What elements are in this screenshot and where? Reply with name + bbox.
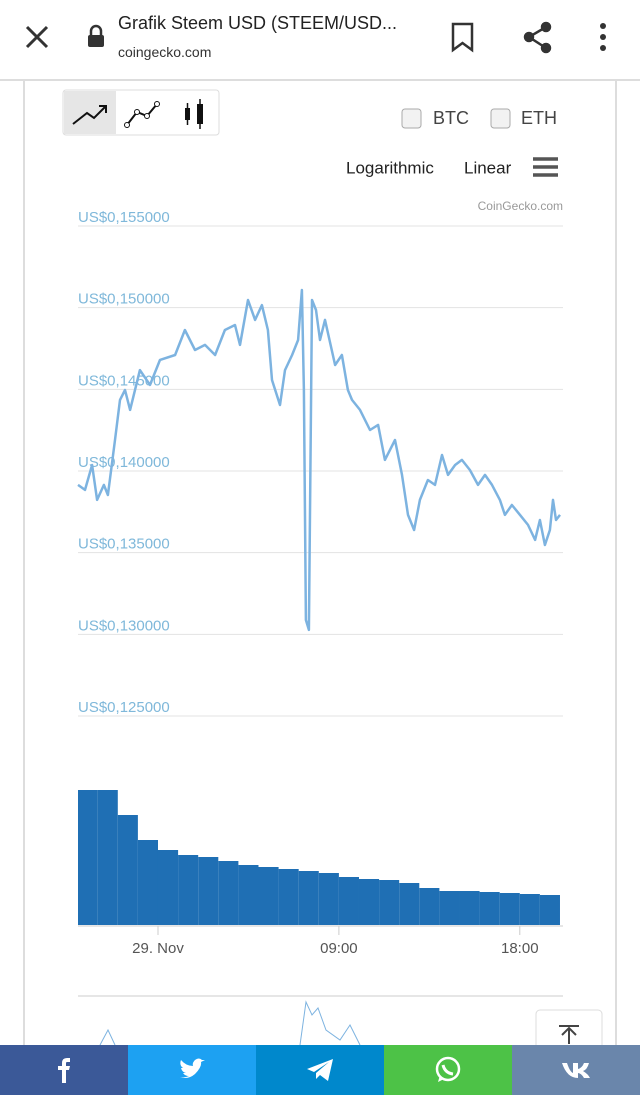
volume-bar xyxy=(338,877,359,925)
lock-icon xyxy=(88,35,104,47)
volume-bar xyxy=(539,895,560,925)
volume-bar xyxy=(379,880,400,925)
volume-bar xyxy=(298,871,319,925)
menu-button[interactable] xyxy=(600,23,606,51)
telegram-share[interactable] xyxy=(256,1045,384,1095)
linear-scale-button[interactable]: Linear xyxy=(464,158,512,177)
y-tick-label: US$0,145000 xyxy=(78,372,170,389)
btc-checkbox[interactable] xyxy=(401,108,422,129)
volume-bar xyxy=(439,891,460,925)
whatsapp-share[interactable] xyxy=(384,1045,512,1095)
volume-bar xyxy=(399,883,420,925)
page-title: Grafik Steem USD (STEEM/USD... xyxy=(118,13,398,33)
volume-bar xyxy=(459,891,480,925)
close-button[interactable] xyxy=(25,25,49,49)
eth-label: ETH xyxy=(521,108,557,128)
facebook-share[interactable] xyxy=(0,1045,128,1095)
y-tick-label: US$0,130000 xyxy=(78,617,170,634)
marker-type-button[interactable] xyxy=(124,101,160,128)
volume-bar xyxy=(198,857,219,925)
share-bar xyxy=(0,1045,640,1095)
twitter-share[interactable] xyxy=(128,1045,256,1095)
volume-bar xyxy=(137,840,158,925)
eth-checkbox[interactable] xyxy=(490,108,511,129)
volume-bar xyxy=(238,865,259,925)
volume-bar xyxy=(258,867,279,925)
share-button[interactable] xyxy=(523,21,552,54)
volume-bar xyxy=(358,879,380,925)
y-tick-label: US$0,140000 xyxy=(78,454,170,471)
y-tick-label: US$0,155000 xyxy=(78,209,170,226)
chart-type-toggle xyxy=(62,89,220,136)
volume-bar xyxy=(479,892,500,925)
line-type-button[interactable] xyxy=(64,91,116,134)
x-tick-label: 09:00 xyxy=(320,940,358,957)
y-tick-label: US$0,135000 xyxy=(78,536,170,553)
volume-bar xyxy=(318,873,339,925)
x-tick-label: 18:00 xyxy=(501,940,539,957)
y-tick-label: US$0,125000 xyxy=(78,699,170,716)
vk-share[interactable] xyxy=(512,1045,640,1095)
volume-bar xyxy=(157,850,179,925)
x-tick-label: 29. Nov xyxy=(132,940,184,957)
volume-bar xyxy=(97,790,118,925)
chart-menu[interactable] xyxy=(533,157,558,177)
bookmark-button[interactable] xyxy=(451,22,474,53)
navigator xyxy=(78,995,603,1045)
browser-bar: Grafik Steem USD (STEEM/USD... coingecko… xyxy=(0,0,640,81)
volume-bar xyxy=(519,894,540,925)
btc-label: BTC xyxy=(433,108,469,128)
volume-bar xyxy=(218,861,239,925)
candle-type-button[interactable] xyxy=(185,99,203,129)
price-line xyxy=(77,288,561,632)
volume-bar xyxy=(78,790,98,925)
volume-bar xyxy=(419,888,440,925)
volume-bar xyxy=(499,893,520,925)
page-url: coingecko.com xyxy=(118,44,212,60)
volume-bar xyxy=(178,855,199,925)
y-tick-label: US$0,150000 xyxy=(78,291,170,308)
chart: BTC ETH Logarithmic Linear CoinGecko.com… xyxy=(23,81,617,1045)
volume-bar xyxy=(278,869,299,925)
log-scale-button[interactable]: Logarithmic xyxy=(346,158,434,177)
volume-bar xyxy=(117,815,138,925)
browser-icons xyxy=(25,21,606,54)
credit: CoinGecko.com xyxy=(478,199,563,213)
